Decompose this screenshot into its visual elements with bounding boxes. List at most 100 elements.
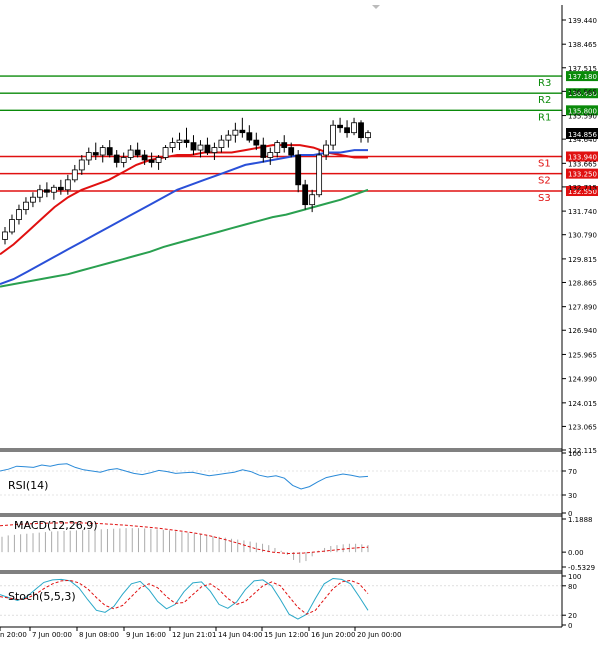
candle [113, 150, 120, 168]
chart-shift-marker[interactable] [372, 5, 380, 9]
support-resistance-levels: R3 137.180 R2 136.490 R1 135.800 S1 133.940 S2 13… [0, 71, 598, 204]
candle-body-up [120, 157, 127, 163]
time-tick-label: 20 Jun 00:00 [357, 631, 401, 639]
time-tick-label: n 20:00 [0, 631, 27, 639]
candle [57, 179, 64, 195]
candlesticks [2, 117, 371, 245]
candle-body-up [316, 154, 323, 196]
candle [253, 132, 260, 151]
time-tick-label: 9 Jun 16:00 [126, 631, 166, 639]
price-tick-label: 125.965 [568, 351, 597, 359]
candle-body-up [2, 231, 8, 240]
candle [295, 150, 302, 193]
candle [260, 137, 267, 163]
indicator-tick-label: 100 [568, 573, 581, 581]
candle-body-up [78, 159, 85, 171]
candle [9, 214, 15, 235]
level-price-tag [566, 71, 598, 82]
time-tick-label: 16 Jun 20:00 [311, 631, 355, 639]
indicator-tick-label: 0 [568, 510, 572, 518]
candle [337, 117, 343, 133]
level-price-label: 136.490 [568, 90, 597, 98]
candle-body-up [323, 144, 330, 156]
candle [2, 226, 8, 245]
ma-line [0, 144, 368, 256]
price-tick-label: 136.565 [568, 88, 597, 96]
indicator-tick-label: 70 [568, 468, 577, 476]
candle-body-down [246, 132, 253, 141]
candle [85, 147, 92, 165]
candle-body-down [148, 159, 155, 163]
candle-body-down [183, 139, 190, 144]
candle-body-down [253, 139, 260, 146]
level-price-label: 133.940 [568, 154, 597, 162]
price-tick-label: 131.740 [568, 208, 597, 216]
time-tick-label: 8 Jun 08:00 [79, 631, 119, 639]
indicator-tick-label: 80 [568, 583, 577, 591]
time-tick-label: 12 Jun 21:01 [172, 631, 216, 639]
candle-body-up [64, 179, 71, 191]
level-name-r1: R1 [538, 112, 551, 123]
candle [267, 147, 274, 165]
price-axis: 139.440 138.465 137.515 136.565 135.590 134.6… [562, 17, 597, 455]
candle-body-up [85, 152, 92, 161]
level-price-label: 135.800 [568, 107, 597, 115]
candle-body-down [302, 184, 309, 206]
candle [239, 117, 246, 138]
candle-body-up [232, 129, 239, 136]
candle [330, 120, 336, 151]
candle [211, 142, 218, 160]
candle [288, 142, 295, 158]
candle [232, 122, 239, 143]
candle-body-up [330, 124, 336, 146]
candle-body-down [92, 152, 99, 156]
price-tick-label: 126.940 [568, 327, 597, 335]
level-name-s2: S2 [538, 176, 551, 187]
candle-body-up [37, 189, 43, 198]
price-tick-label: 124.015 [568, 400, 597, 408]
candle [16, 204, 22, 225]
price-tick-label: 138.465 [568, 41, 597, 49]
candle [183, 127, 190, 148]
candle [176, 132, 183, 151]
candle-body-up [365, 132, 371, 139]
level-price-label: 133.250 [568, 171, 597, 179]
candle-body-up [309, 194, 316, 206]
candle-body-up [176, 139, 183, 144]
current-price-tag [566, 128, 598, 139]
ma-line [0, 188, 369, 288]
candle [99, 145, 106, 163]
candle-body-down [344, 127, 350, 134]
candle-body-up [50, 186, 57, 193]
candle-body-down [358, 122, 364, 139]
candle [190, 135, 197, 156]
candle-body-down [337, 124, 343, 129]
level-name-r3: R3 [538, 78, 551, 89]
candle [323, 140, 330, 160]
candle [43, 182, 50, 198]
candle-body-up [351, 122, 357, 134]
stoch-label: Stoch(5,5,3) [8, 590, 76, 603]
time-tick-label: 7 Jun 00:00 [32, 631, 72, 639]
indicator-tick-label: 30 [568, 492, 577, 500]
stoch-panel [0, 577, 562, 620]
candle-body-down [239, 129, 246, 134]
price-tick-label: 129.815 [568, 256, 597, 264]
candle [302, 179, 309, 210]
candle-body-up [211, 147, 218, 153]
candle-body-up [267, 152, 274, 158]
candle-body-up [127, 149, 134, 158]
candle [50, 184, 57, 200]
candle-body-down [134, 149, 141, 156]
level-price-tag [566, 186, 598, 197]
candle-body-down [295, 154, 302, 186]
candle [30, 192, 36, 208]
candle-body-down [260, 144, 267, 158]
candle [162, 145, 169, 160]
candle-body-up [197, 144, 204, 151]
level-price-tag [566, 88, 598, 99]
candle [316, 150, 323, 198]
indicator-tick-label: -0.5329 [568, 564, 595, 572]
candle [281, 135, 288, 153]
rsi-panel [0, 463, 562, 496]
